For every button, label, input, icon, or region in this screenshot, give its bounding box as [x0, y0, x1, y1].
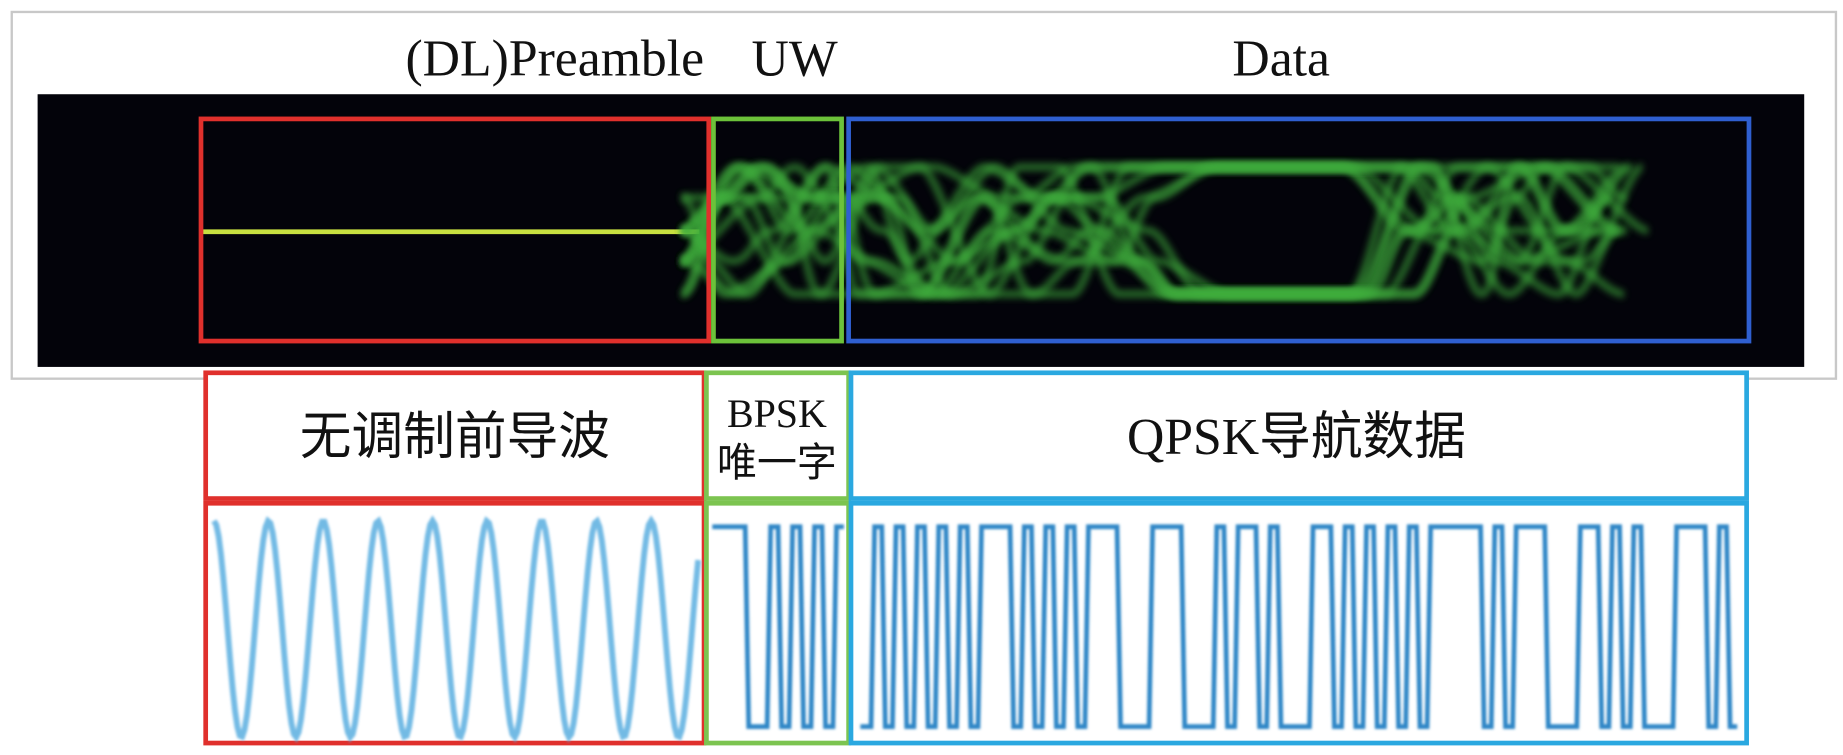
waveforms [211, 515, 1738, 743]
preamble-box [198, 116, 712, 344]
uw-label-box [704, 370, 851, 501]
uw-title: UW [751, 30, 837, 87]
preamble-title: (DL)Preamble [405, 30, 704, 87]
uw-label-2: 唯一字 [717, 440, 837, 485]
bpsk-wave [712, 524, 844, 729]
preamble-label-box [203, 370, 707, 501]
qpsk-wave [860, 524, 1738, 729]
preamble-label: 无调制前导波 [300, 409, 610, 466]
symbol-trace [680, 162, 1603, 299]
uw-label-1: BPSK [727, 391, 827, 436]
data-title: Data [1232, 30, 1330, 87]
sine-wave [211, 515, 702, 743]
data-label-box [848, 370, 1749, 501]
data-label: QPSK导航数据 [1127, 409, 1466, 466]
symbol-trace [680, 162, 1616, 299]
symbol-trace [681, 162, 1629, 299]
data-box [846, 116, 1752, 344]
uw-box [711, 116, 844, 344]
